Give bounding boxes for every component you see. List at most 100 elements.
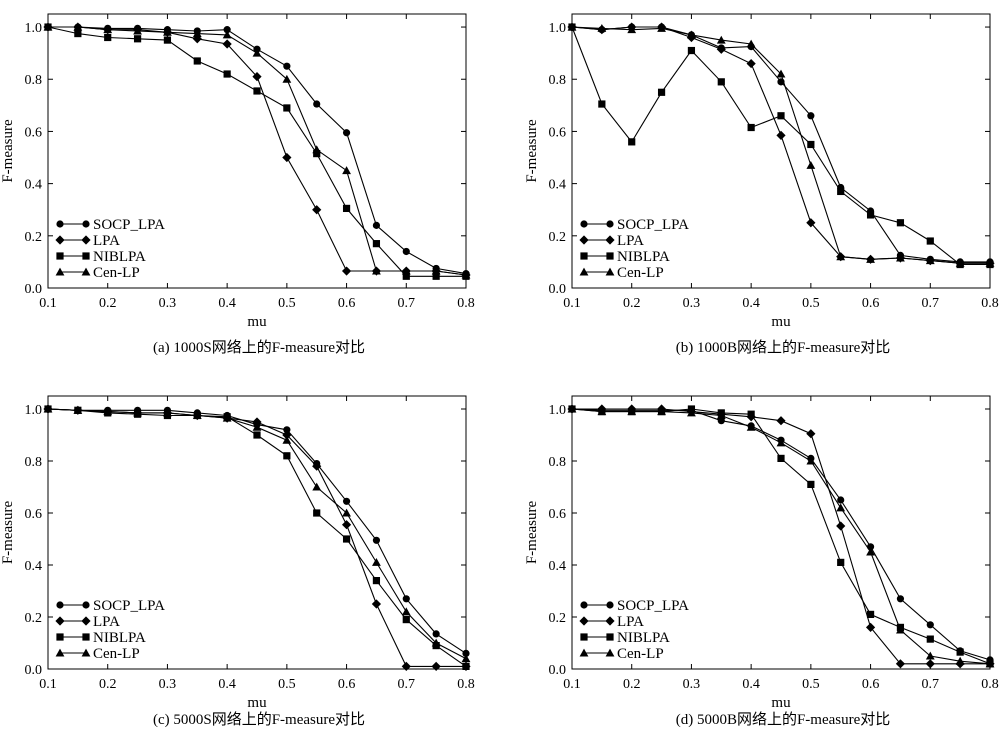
- x-tick-label: 0.1: [39, 677, 57, 692]
- legend-marker-triangle: [605, 267, 615, 276]
- y-tick-label: 0.8: [25, 73, 43, 88]
- data-point-square: [372, 577, 381, 585]
- data-point-triangle: [597, 23, 607, 32]
- data-point-triangle: [103, 25, 113, 34]
- legend-marker-triangle: [81, 648, 91, 657]
- data-point-diamond: [776, 416, 786, 426]
- legend-marker-square: [82, 252, 90, 260]
- legend-marker-triangle: [81, 267, 91, 276]
- legend-marker-diamond: [55, 616, 65, 626]
- data-point-diamond: [341, 520, 352, 530]
- data-point-circle: [372, 221, 381, 229]
- data-point-square: [717, 78, 725, 86]
- y-axis-label: F-measure: [0, 119, 16, 183]
- data-point-circle: [223, 26, 231, 34]
- data-point-triangle: [627, 25, 637, 34]
- data-point-triangle: [252, 422, 262, 431]
- plot-frame: [571, 13, 991, 289]
- y-tick-label: 0.4: [25, 178, 43, 193]
- data-point-triangle: [461, 654, 471, 663]
- legend-label: Cen-LP: [93, 265, 140, 281]
- panel-b: 0.1 0.2 0.3 0.4 0.5 0.6 0.7 0.8 0.0 0.2 0.4 0.6 0.8 1…: [524, 13, 999, 356]
- data-point-square: [402, 272, 410, 280]
- legend-label: SOCP_LPA: [617, 598, 689, 614]
- data-point-triangle: [252, 48, 262, 57]
- data-point-square: [462, 662, 470, 670]
- data-point-triangle: [925, 651, 935, 660]
- y-tick-label: 0.8: [25, 455, 43, 470]
- y-tick-label: 0.4: [549, 559, 567, 574]
- data-point-triangle: [312, 145, 322, 154]
- data-point-triangle: [985, 258, 995, 267]
- plot-frame: [571, 395, 991, 670]
- data-point-circle: [313, 100, 321, 108]
- legend-item: NIBLPA: [580, 249, 670, 265]
- legend-marker-diamond: [605, 235, 615, 245]
- data-point-triangle: [985, 659, 995, 668]
- legend-marker-triangle: [55, 267, 65, 276]
- data-point-triangle: [716, 35, 726, 44]
- panel-caption: (d) 5000B网络上的F-measure对比: [676, 711, 891, 728]
- data-point-triangle: [222, 413, 232, 422]
- x-tick-label: 0.6: [862, 677, 880, 692]
- legend-marker-square: [606, 633, 614, 641]
- data-point-circle: [432, 630, 440, 638]
- data-point-triangle: [836, 503, 846, 512]
- data-point-triangle: [222, 30, 232, 39]
- legend-label: Cen-LP: [93, 646, 140, 662]
- data-point-diamond: [836, 521, 846, 531]
- x-tick-label: 0.3: [159, 677, 177, 692]
- x-tick-label: 0.8: [981, 677, 999, 692]
- y-tick-label: 0.6: [549, 125, 567, 140]
- y-tick-label: 0.6: [549, 507, 567, 522]
- legend-item: SOCP_LPA: [56, 598, 165, 614]
- legend-marker-circle: [606, 601, 614, 609]
- data-point-square: [807, 140, 815, 149]
- x-tick-label: 0.7: [398, 296, 416, 311]
- legend-marker-circle: [580, 220, 588, 228]
- data-point-square: [342, 535, 351, 543]
- data-point-triangle: [896, 625, 905, 634]
- legend-marker-triangle: [579, 267, 589, 276]
- x-tick-label: 0.7: [922, 677, 940, 692]
- data-point-circle: [837, 496, 845, 504]
- x-tick-label: 0.1: [563, 296, 581, 311]
- legend-item: Cen-LP: [579, 265, 664, 281]
- data-point-square: [837, 187, 845, 196]
- legend-marker-diamond: [579, 616, 589, 626]
- data-point-square: [866, 211, 875, 219]
- legend-marker-triangle: [605, 648, 615, 657]
- data-point-triangle: [597, 407, 607, 416]
- data-point-diamond: [431, 661, 441, 671]
- data-point-triangle: [401, 607, 411, 616]
- data-point-triangle: [776, 438, 786, 447]
- legend-marker-circle: [606, 220, 614, 228]
- data-point-diamond: [806, 218, 816, 228]
- data-point-square: [687, 46, 696, 55]
- panel-caption: (b) 1000B网络上的F-measure对比: [676, 339, 891, 356]
- data-point-diamond: [252, 72, 262, 82]
- data-point-triangle: [282, 435, 292, 444]
- data-point-square: [432, 272, 440, 280]
- data-point-diamond: [341, 266, 352, 276]
- data-point-triangle: [43, 404, 53, 413]
- data-point-square: [598, 100, 606, 108]
- data-point-circle: [926, 621, 934, 629]
- y-tick-label: 0.6: [25, 507, 43, 522]
- legend-item: Cen-LP: [579, 646, 664, 662]
- data-point-square: [372, 240, 381, 248]
- legend-item: LPA: [579, 233, 644, 249]
- legend-marker-diamond: [55, 235, 65, 245]
- data-point-triangle: [776, 69, 786, 78]
- data-point-triangle: [806, 160, 816, 169]
- panel-d: 0.1 0.2 0.3 0.4 0.5 0.6 0.7 0.8 0.0 0.2 0.4 0.6 0.8 1…: [524, 395, 999, 728]
- data-point-diamond: [252, 417, 262, 427]
- data-point-triangle: [342, 166, 351, 175]
- legend-marker-diamond: [81, 235, 91, 245]
- panel-caption: (c) 5000S网络上的F-measure对比: [153, 711, 365, 728]
- data-point-triangle: [896, 253, 905, 262]
- data-point-triangle: [133, 408, 142, 417]
- data-point-triangle: [163, 27, 172, 36]
- legend-marker-square: [580, 252, 588, 260]
